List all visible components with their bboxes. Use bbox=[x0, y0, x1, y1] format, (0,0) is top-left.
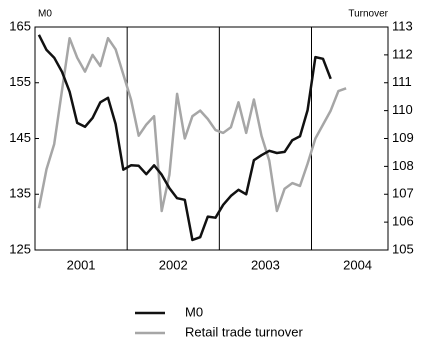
y2-tick-label: 110 bbox=[392, 102, 413, 117]
y-tick-label: 135 bbox=[9, 186, 31, 201]
y2-tick-label: 111 bbox=[392, 74, 412, 89]
y2-tick-label: 109 bbox=[392, 130, 414, 145]
x-tick-label: 2002 bbox=[159, 257, 188, 272]
legend-label: Retail trade turnover bbox=[185, 324, 303, 339]
y2-tick-label: 106 bbox=[392, 214, 414, 229]
y2-tick-label: 107 bbox=[392, 186, 414, 201]
x-tick-label: 2001 bbox=[67, 257, 96, 272]
y-tick-label: 125 bbox=[9, 241, 31, 256]
y2-tick-label: 112 bbox=[392, 46, 413, 61]
series-line bbox=[37, 34, 332, 242]
x-tick-label: 2004 bbox=[343, 257, 372, 272]
y2-tick-label: 105 bbox=[392, 241, 414, 256]
y-axis-label: M0 bbox=[38, 9, 52, 20]
y-tick-label: 165 bbox=[9, 18, 31, 33]
y-tick-label: 155 bbox=[9, 74, 31, 89]
x-tick-label: 2003 bbox=[251, 257, 280, 272]
series-line bbox=[37, 36, 347, 213]
y2-tick-label: 113 bbox=[392, 18, 413, 33]
y-tick-label: 145 bbox=[9, 130, 31, 145]
y2-tick-label: 108 bbox=[392, 158, 414, 173]
y2-axis-label: Turnover bbox=[348, 9, 388, 20]
legend-label: M0 bbox=[185, 304, 203, 319]
